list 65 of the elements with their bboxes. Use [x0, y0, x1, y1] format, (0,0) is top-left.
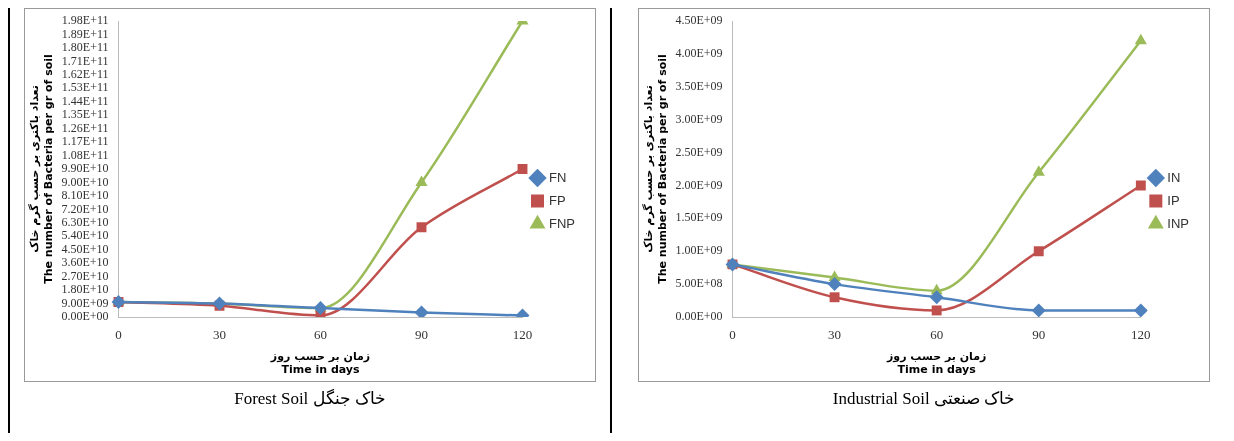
y-tick-label: 1.89E+11 [61, 26, 109, 41]
y-tick-label: 4.50E+10 [61, 241, 109, 256]
y-tick-label: 5.00E+08 [675, 276, 723, 291]
y-tick-label: 9.90E+10 [61, 161, 109, 176]
point [1134, 33, 1147, 45]
x-tick-label: 0 [729, 327, 736, 343]
y-tick-label: 1.50E+09 [675, 210, 723, 225]
y-tick-label: 4.00E+09 [675, 46, 723, 61]
point [1032, 165, 1045, 176]
y-tick-label: 1.35E+11 [61, 107, 109, 122]
y-tick-label: 8.10E+10 [61, 188, 109, 203]
point [1033, 246, 1044, 257]
point [931, 305, 942, 316]
y-tick-label: 2.70E+10 [61, 268, 109, 283]
point [829, 292, 840, 303]
y-tick-label: 7.20E+10 [61, 201, 109, 216]
x-tick-label: 60 [930, 327, 944, 343]
point [827, 277, 842, 292]
text: خاک جنگل Forest Soil [234, 388, 386, 409]
point [416, 222, 427, 233]
y-tick-label: 1.26E+11 [61, 120, 109, 135]
x-tick-label: 0 [115, 327, 122, 343]
y-tick-label: 1.53E+11 [61, 80, 109, 95]
point [313, 301, 328, 316]
y-tick-label: 1.71E+11 [61, 53, 109, 68]
legend-label: FP [549, 192, 566, 208]
y-tick-label: 1.80E+10 [61, 282, 109, 297]
y-tick-label: 5.40E+10 [61, 228, 109, 243]
x-tick-label: 90 [415, 327, 428, 343]
point [929, 290, 944, 305]
y-tick-label: 1.80E+11 [61, 40, 109, 55]
y-tick-label: 1.00E+09 [675, 243, 723, 258]
y-tick-label: 2.50E+09 [675, 144, 723, 159]
legend-label: INP [1167, 215, 1189, 231]
x-tick-label: 120 [1131, 327, 1151, 343]
y-tick-label: 1.44E+11 [61, 93, 109, 108]
y-tick-label: 9.00E+10 [61, 174, 109, 189]
x-tick-label: 90 [1032, 327, 1046, 343]
y-tick-label: 3.50E+09 [675, 78, 723, 93]
y-tick-label: 1.08E+11 [61, 147, 109, 162]
point [414, 305, 429, 317]
y-tick-label: 3.00E+09 [675, 111, 723, 126]
y-tick-label: 2.00E+09 [675, 177, 723, 192]
y-tick-label: 6.30E+10 [61, 214, 109, 229]
y-tick-label: 1.62E+11 [61, 66, 109, 81]
x-tick-label: 30 [828, 327, 842, 343]
y-tick-label: 3.60E+10 [61, 255, 109, 270]
legend-label: IP [1167, 192, 1180, 208]
x-tick-label: 60 [314, 327, 327, 343]
y-tick-label: 9.00E+09 [61, 295, 109, 310]
point [1135, 180, 1146, 191]
legend-label: FN [549, 169, 567, 185]
y-tick-label: 4.50E+09 [675, 13, 723, 28]
legend-label: IN [1167, 169, 1181, 185]
y-tick-label: 1.17E+11 [61, 134, 109, 149]
y-tick-label: 1.98E+11 [61, 13, 109, 28]
text: خاک صنعتی Industrial Soil [832, 388, 1016, 409]
point [1031, 303, 1046, 317]
x-tick-label: 120 [512, 327, 533, 343]
y-tick-label: 0.00E+00 [675, 309, 723, 324]
x-tick-label: 30 [213, 327, 226, 343]
point [517, 164, 528, 174]
legend-label: FNP [549, 215, 575, 231]
y-tick-label: 0.00E+00 [61, 309, 109, 324]
point [1133, 303, 1148, 317]
